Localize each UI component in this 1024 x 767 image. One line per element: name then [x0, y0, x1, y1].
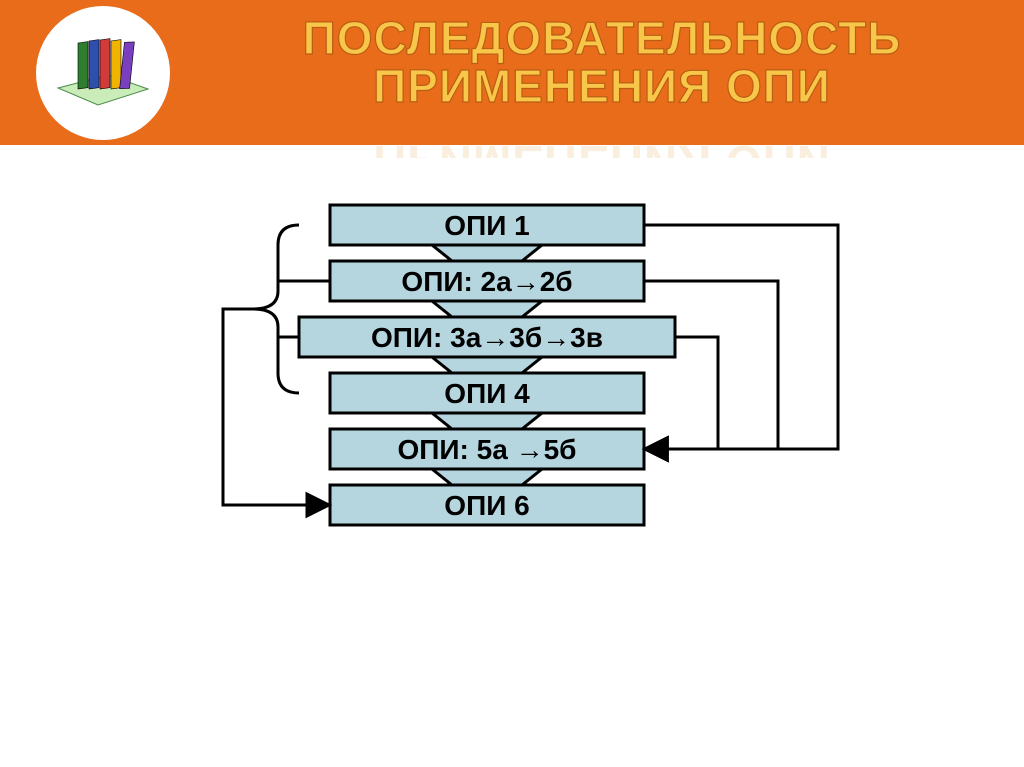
svg-text:ПОСЛЕДОВАТЕЛЬНОСТЬ: ПОСЛЕДОВАТЕЛЬНОСТЬ: [303, 12, 902, 64]
flow-label-opi6: ОПИ 6: [444, 490, 529, 521]
svg-text:ПРИМЕНЕНИЯ ОПИ: ПРИМЕНЕНИЯ ОПИ: [373, 60, 831, 112]
flow-label-opi5: ОПИ: 5а →5б: [398, 434, 577, 465]
icon-book-3: [111, 40, 121, 89]
title-mirror: ПРИМЕНЕНИЯ ОПИ: [373, 136, 831, 158]
svg-text:ПРИМЕНЕНИЯ ОПИ: ПРИМЕНЕНИЯ ОПИ: [373, 136, 831, 158]
flow-label-opi3: ОПИ: 3а→3б→3в: [371, 322, 603, 353]
flow-connector-3: [432, 413, 542, 429]
title-block: ПОСЛЕДОВАТЕЛЬНОСТЬ ПОСЛЕДОВАТЕЛЬНОСТЬ ПР…: [200, 8, 1004, 163]
flow-connector-4: [432, 469, 542, 485]
icon-book-0: [78, 42, 88, 89]
left-bracket: [253, 225, 299, 393]
books-icon: [36, 6, 170, 140]
flow-label-opi1: ОПИ 1: [444, 210, 529, 241]
header: ПОСЛЕДОВАТЕЛЬНОСТЬ ПОСЛЕДОВАТЕЛЬНОСТЬ ПР…: [0, 0, 1024, 145]
icon-book-2: [100, 39, 110, 89]
flow-label-opi4: ОПИ 4: [444, 378, 530, 409]
icon-book-4: [120, 42, 135, 89]
right-arrow-opi2-to-opi5: [644, 281, 778, 449]
flow-connector-2: [432, 357, 542, 373]
icon-book-1: [89, 40, 99, 89]
flow-connector-0: [432, 245, 542, 261]
flowchart: ОПИ 1 ОПИ: 2а→2б ОПИ: 3а→3б→3в ОПИ 4 ОПИ: 5а…: [118, 175, 906, 675]
flow-label-opi2: ОПИ: 2а→2б: [401, 266, 572, 297]
flow-connector-1: [432, 301, 542, 317]
